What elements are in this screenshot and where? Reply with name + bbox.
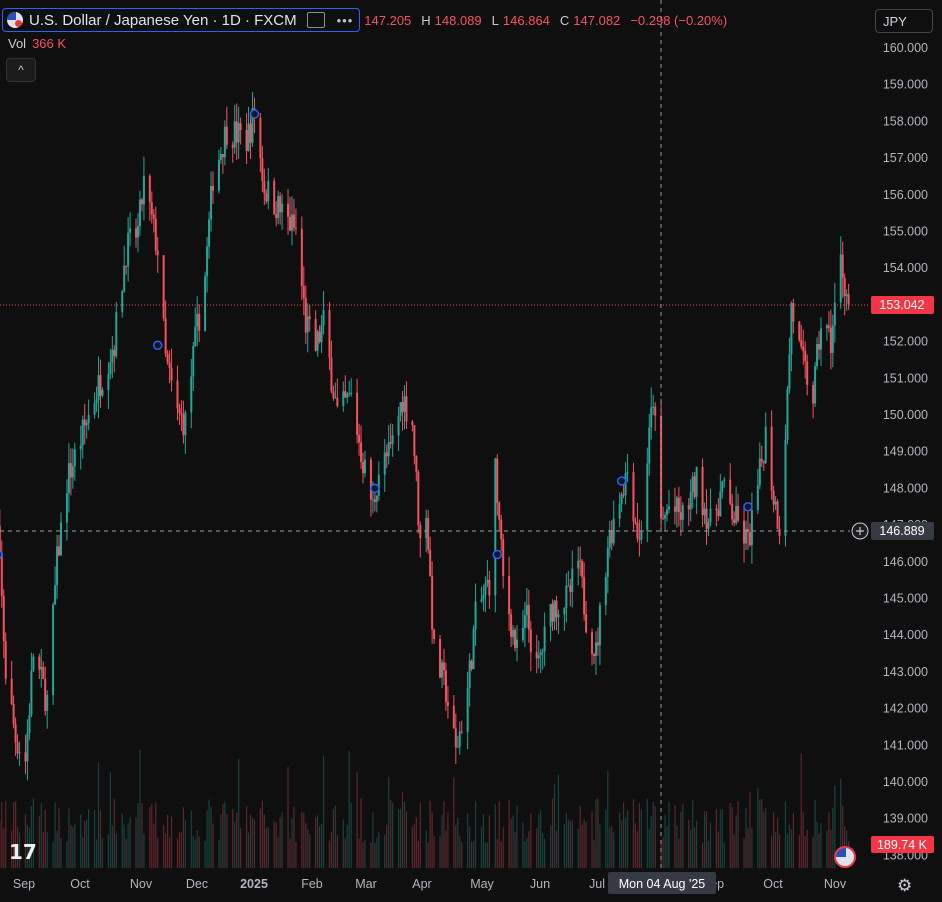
volume-value-tag xyxy=(871,836,934,853)
price-tick-label: 143.000 xyxy=(883,665,928,679)
price-tick-label: 151.000 xyxy=(883,371,928,385)
hide-legend-icon[interactable] xyxy=(306,12,325,28)
collapse-legend-button[interactable]: ^ xyxy=(6,58,36,82)
ohlc-values: 147.205 H 148.089 L 146.864 C 147.082 −0… xyxy=(364,13,733,28)
us-flag-icon xyxy=(7,12,23,28)
low-label: L xyxy=(491,12,499,28)
time-tick-label: Jul xyxy=(589,877,605,891)
price-tick-label: 157.000 xyxy=(883,151,928,165)
high-value: 148.089 xyxy=(434,12,482,28)
price-tick-label: 142.000 xyxy=(883,702,928,716)
price-tick-label: 155.000 xyxy=(883,225,928,239)
volume-label: Vol xyxy=(8,36,27,51)
price-tick-label: 158.000 xyxy=(883,114,928,128)
price-tick-label: 140.000 xyxy=(883,775,928,789)
time-axis[interactable]: SepOctNovDec2025FebMarAprMayJunJulSepOct… xyxy=(13,877,847,891)
time-tick-label: Jun xyxy=(530,877,550,891)
price-tick-label: 146.000 xyxy=(883,555,928,569)
volume-legend: Vol 366 K xyxy=(8,36,66,51)
price-axis[interactable]: 160.000 159.000 158.000 157.000 156.000 155.0… xyxy=(883,41,928,862)
legend-bar: U.S. Dollar / Japanese Yen · 1D · FXCM •… xyxy=(2,8,733,32)
gear-icon[interactable]: ⚙ xyxy=(897,876,913,895)
current-price-label: 153.042 xyxy=(879,298,924,312)
price-tick-label: 150.000 xyxy=(883,408,928,422)
crosshair-date-tag xyxy=(608,872,716,894)
price-tick-label: 152.000 xyxy=(883,335,928,349)
time-tick-label: Oct xyxy=(70,877,90,891)
more-options-icon[interactable]: ••• xyxy=(336,12,354,28)
current-price-tag xyxy=(871,296,934,314)
open-value: 147.205 xyxy=(364,12,412,28)
price-tick-label: 141.000 xyxy=(883,738,928,752)
crosshair-price-tag xyxy=(871,522,934,540)
volume-value: 366 K xyxy=(32,36,67,51)
symbol-title: U.S. Dollar / Japanese Yen · 1D · FXCM xyxy=(29,11,297,29)
time-tick-label: Feb xyxy=(301,877,323,891)
symbol-selector[interactable]: U.S. Dollar / Japanese Yen · 1D · FXCM •… xyxy=(2,8,361,32)
price-tick-label: 149.000 xyxy=(883,445,928,459)
close-value: 147.082 xyxy=(573,12,621,28)
price-tick-label: 144.000 xyxy=(883,628,928,642)
price-tick-label: 145.000 xyxy=(883,592,928,606)
price-tick-label: 139.000 xyxy=(883,812,928,826)
time-tick-label: Apr xyxy=(412,877,431,891)
low-value: 146.864 xyxy=(502,12,550,28)
us-flag-icon[interactable] xyxy=(834,846,856,868)
crosshair-add-button[interactable] xyxy=(851,522,869,540)
time-tick-label: Nov xyxy=(130,877,153,891)
change-value: −0.298 (−0.20%) xyxy=(630,12,728,28)
high-label: H xyxy=(421,12,431,28)
currency-selector[interactable]: JPY xyxy=(875,9,933,33)
price-tick-label: 148.000 xyxy=(883,481,928,495)
tradingview-logo[interactable]: 17 xyxy=(9,840,37,864)
close-label: C xyxy=(559,12,570,28)
time-tick-label: 2025 xyxy=(240,877,268,891)
price-tick-label: 154.000 xyxy=(883,261,928,275)
price-tick-label: 156.000 xyxy=(883,188,928,202)
time-tick-label: Nov xyxy=(824,877,847,891)
time-tick-label: Mar xyxy=(355,877,377,891)
crosshair-date-label: Mon 04 Aug '25 xyxy=(619,877,706,891)
time-tick-label: Oct xyxy=(763,877,783,891)
volume-value-label: 189.74 K xyxy=(877,838,928,852)
volume-bars xyxy=(0,749,850,868)
event-markers xyxy=(0,109,753,560)
candles xyxy=(0,91,850,781)
time-tick-label: May xyxy=(470,877,494,891)
crosshair-price-label: 146.889 xyxy=(879,524,924,538)
time-tick-label: Dec xyxy=(186,877,208,891)
price-tick-label: 160.000 xyxy=(883,41,928,55)
price-tick-label: 159.000 xyxy=(883,78,928,92)
time-tick-label: Sep xyxy=(13,877,35,891)
